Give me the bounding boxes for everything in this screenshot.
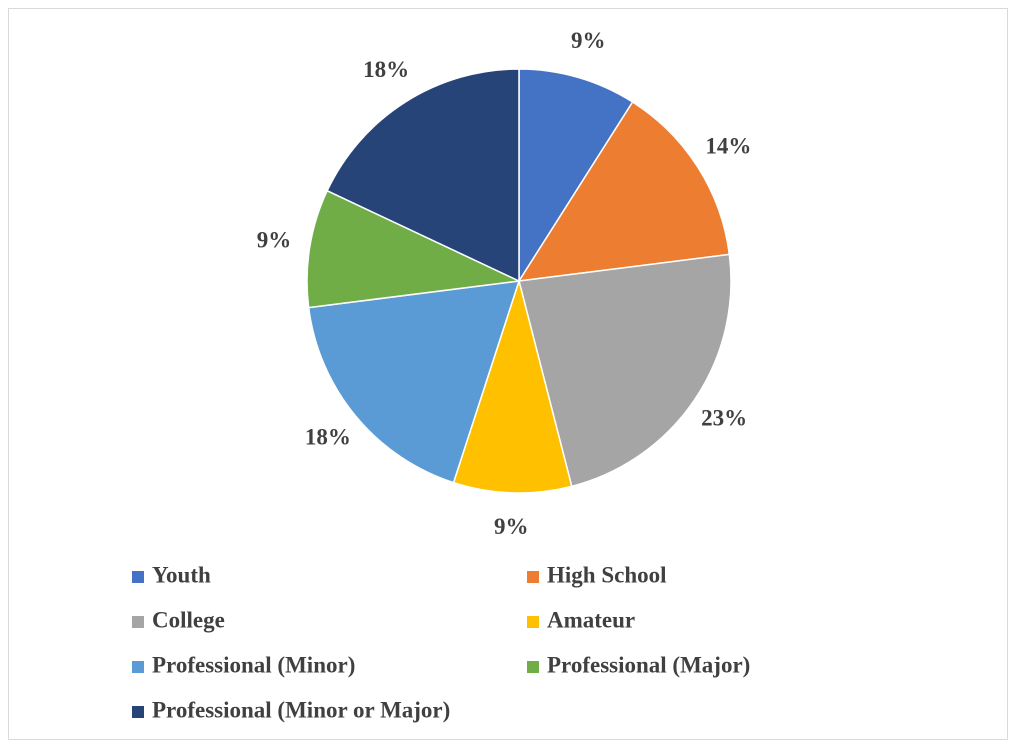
data-label: 9%: [571, 28, 606, 53]
data-label: 9%: [494, 514, 529, 539]
pie-slice: [518, 253, 732, 488]
legend-label: Professional (Major): [547, 652, 750, 677]
legend-label: Professional (Minor or Major): [152, 697, 450, 722]
pie-slice: [326, 68, 520, 283]
data-label: 18%: [363, 57, 409, 82]
data-label: 18%: [305, 424, 351, 449]
data-label: 9%: [257, 227, 292, 252]
legend-label: College: [152, 607, 225, 632]
legend-swatch: [527, 616, 539, 628]
legend-swatch: [132, 706, 144, 718]
legend-label: Professional (Minor): [152, 652, 355, 677]
legend-swatch: [132, 571, 144, 583]
pie-slice: [306, 189, 522, 309]
legend-swatch: [527, 571, 539, 583]
pie-slice: [307, 280, 521, 484]
pie-slice: [518, 68, 634, 284]
legend-label: High School: [547, 562, 667, 587]
legend-swatch: [132, 661, 144, 673]
legend-label: Amateur: [547, 607, 635, 632]
legend-swatch: [132, 616, 144, 628]
data-label: 14%: [705, 133, 751, 158]
pie-slice: [517, 100, 731, 282]
legend-label: Youth: [152, 562, 211, 587]
pie-slice: [452, 278, 573, 494]
legend-swatch: [527, 661, 539, 673]
data-label: 23%: [701, 406, 747, 431]
